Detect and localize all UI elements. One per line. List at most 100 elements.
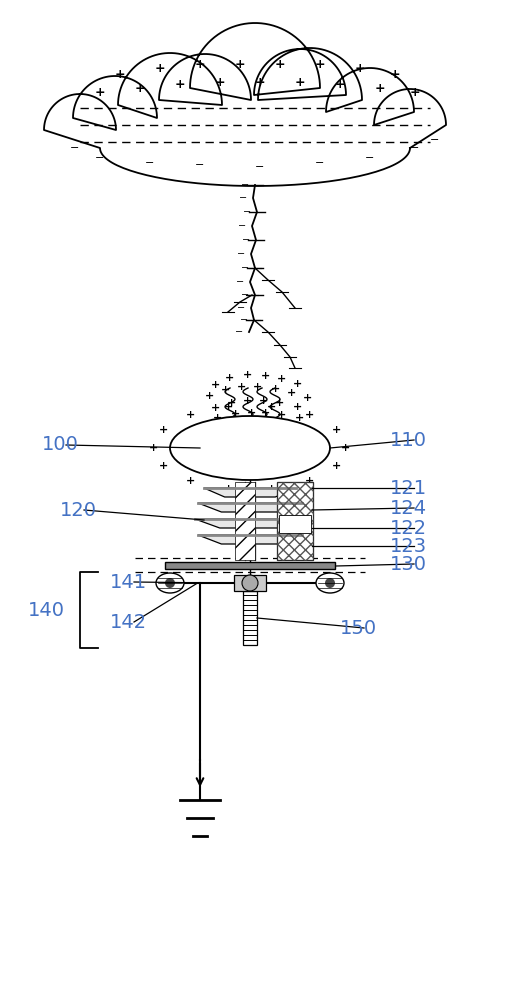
Text: +: + (243, 370, 252, 380)
Text: +: + (278, 374, 287, 384)
Text: +: + (282, 421, 291, 431)
Text: +: + (224, 402, 233, 412)
Text: −: − (241, 263, 249, 273)
Text: +: + (234, 58, 245, 72)
Text: 122: 122 (390, 518, 427, 538)
Bar (165, 562, 335, 569)
Text: +: + (335, 79, 345, 92)
Text: +: + (342, 443, 351, 453)
Text: +: + (355, 62, 366, 75)
Bar (235, 482, 255, 560)
Text: −: − (145, 158, 155, 168)
Circle shape (165, 578, 175, 588)
Text: +: + (238, 382, 247, 392)
Ellipse shape (170, 416, 330, 480)
Text: +: + (233, 419, 243, 429)
Bar (234, 575, 266, 591)
Polygon shape (44, 23, 446, 186)
Text: +: + (390, 68, 400, 82)
Text: +: + (249, 419, 259, 429)
Text: −: − (430, 135, 440, 145)
Text: 142: 142 (110, 612, 147, 632)
Text: 110: 110 (390, 430, 427, 450)
Text: +: + (224, 484, 233, 494)
Text: +: + (185, 410, 195, 420)
Text: −: − (237, 303, 245, 313)
Text: +: + (332, 425, 341, 435)
Text: +: + (185, 476, 195, 486)
Text: 141: 141 (110, 572, 147, 591)
Text: +: + (261, 371, 270, 381)
Text: −: − (95, 153, 104, 163)
Text: −: − (240, 315, 248, 325)
Text: −: − (410, 143, 420, 153)
Text: +: + (227, 398, 237, 408)
Text: +: + (246, 408, 255, 418)
Text: −: − (241, 290, 249, 300)
Text: +: + (332, 461, 341, 471)
Text: 120: 120 (60, 500, 97, 520)
Text: 100: 100 (42, 436, 79, 454)
Text: −: − (235, 327, 243, 337)
Text: +: + (270, 384, 280, 394)
Text: +: + (295, 76, 305, 89)
Text: −: − (255, 162, 265, 172)
Text: −: − (238, 221, 246, 231)
Text: +: + (253, 382, 263, 392)
Circle shape (242, 575, 258, 591)
Text: +: + (218, 423, 227, 433)
Ellipse shape (316, 573, 344, 593)
Text: +: + (214, 413, 223, 423)
Text: +: + (305, 410, 314, 420)
Text: +: + (293, 402, 303, 412)
Text: +: + (115, 68, 125, 82)
Text: 150: 150 (340, 618, 377, 638)
Ellipse shape (156, 573, 184, 593)
Text: +: + (267, 402, 276, 412)
Text: +: + (315, 58, 325, 72)
Text: −: − (241, 180, 249, 190)
Polygon shape (198, 535, 302, 544)
Text: +: + (410, 87, 420, 100)
Text: +: + (267, 484, 276, 494)
Text: 123: 123 (390, 536, 427, 556)
Polygon shape (198, 503, 302, 512)
Text: +: + (275, 398, 285, 408)
Polygon shape (204, 488, 296, 497)
Text: −: − (366, 153, 375, 163)
Text: +: + (265, 419, 274, 429)
Text: +: + (304, 393, 313, 403)
Text: +: + (295, 413, 305, 423)
Text: +: + (175, 79, 185, 92)
Text: +: + (135, 82, 145, 95)
Text: +: + (210, 403, 220, 413)
Text: +: + (210, 380, 220, 390)
Polygon shape (195, 519, 305, 528)
Text: −: − (243, 207, 251, 217)
Text: +: + (225, 373, 234, 383)
Bar (277, 482, 313, 560)
Text: +: + (159, 425, 168, 435)
Bar (277, 482, 313, 560)
Circle shape (325, 578, 335, 588)
Text: −: − (237, 249, 245, 259)
Text: +: + (274, 58, 285, 72)
Text: 124: 124 (390, 498, 427, 518)
Text: −: − (242, 235, 250, 245)
Text: +: + (305, 476, 314, 486)
Text: +: + (155, 62, 165, 75)
Text: +: + (159, 461, 168, 471)
Bar (279, 515, 311, 533)
Text: +: + (293, 379, 303, 389)
Text: +: + (150, 443, 159, 453)
Text: +: + (261, 408, 271, 418)
Text: +: + (278, 410, 287, 420)
Text: −: − (239, 193, 247, 203)
Text: −: − (315, 158, 325, 168)
Text: +: + (287, 388, 296, 398)
Text: −: − (195, 160, 205, 170)
Text: +: + (195, 58, 205, 72)
Text: +: + (230, 409, 240, 419)
Text: 130: 130 (390, 554, 427, 574)
Text: +: + (243, 396, 252, 406)
